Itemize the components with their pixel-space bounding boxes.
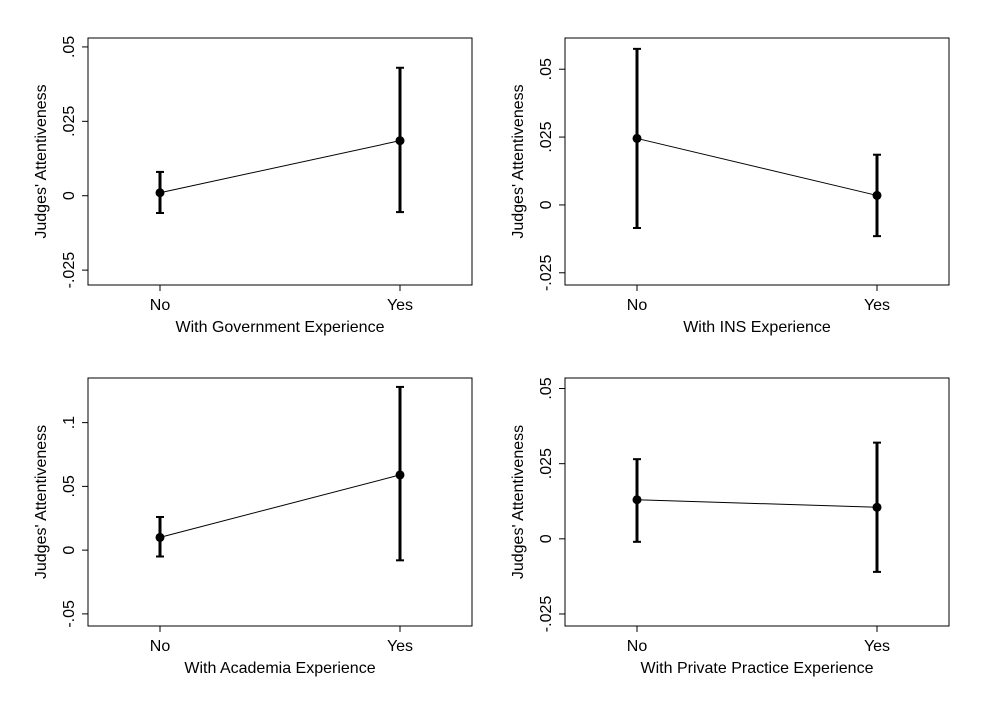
x-axis-title: With Government Experience (176, 319, 385, 336)
y-tick-label: 0 (61, 546, 78, 555)
x-tick-label: Yes (387, 638, 413, 655)
x-axis-title: With Academia Experience (184, 660, 375, 677)
x-tick-label: Yes (387, 297, 413, 314)
data-point (395, 470, 405, 480)
y-tick-label: .05 (61, 475, 78, 497)
x-axis-title: With Private Practice Experience (641, 660, 874, 677)
panel-3: -.05 0 .05 .1 No Yes With Academia Experience J… (33, 377, 473, 677)
data-point (872, 190, 882, 200)
data-point (632, 133, 642, 143)
y-axis-title: Judges' Attentiveness (510, 425, 527, 579)
y-tick-label: .025 (61, 106, 78, 137)
y-tick-label: -.025 (61, 252, 78, 289)
x-axis-title: With INS Experience (683, 319, 831, 336)
y-tick-label: .025 (538, 121, 555, 152)
series-line (159, 474, 401, 538)
panel-4: -.025 0 .025 .05 No Yes With Private Practice … (510, 377, 950, 677)
x-tick-label: No (627, 297, 648, 314)
y-tick-label: -.05 (61, 600, 78, 628)
y-tick-label: .05 (538, 377, 555, 399)
data-point (155, 188, 165, 198)
panel-2: -.025 0 .025 .05 No Yes With INS Experience Jud… (510, 37, 950, 336)
y-tick-label: -.025 (538, 596, 555, 633)
series-line (636, 499, 878, 508)
x-tick-label: Yes (864, 638, 890, 655)
data-point (872, 502, 882, 512)
y-tick-label: .05 (61, 36, 78, 58)
y-tick-label: .05 (538, 58, 555, 80)
x-tick-label: No (150, 297, 171, 314)
y-tick-label: .025 (538, 448, 555, 479)
data-point (395, 136, 405, 146)
y-tick-label: 0 (538, 200, 555, 209)
x-tick-label: No (627, 638, 648, 655)
data-point (155, 532, 165, 542)
plot-frame (87, 377, 473, 627)
y-axis-title: Judges' Attentiveness (33, 425, 50, 579)
series-line (636, 137, 878, 196)
y-axis-title: Judges' Attentiveness (510, 84, 527, 238)
y-tick-label: 0 (61, 191, 78, 200)
series-line (159, 140, 401, 194)
y-tick-label: -.025 (538, 254, 555, 291)
y-tick-label: .1 (61, 416, 78, 429)
plot-frame (564, 377, 950, 627)
x-tick-label: Yes (864, 297, 890, 314)
plot-frame (87, 37, 473, 286)
y-tick-label: 0 (538, 534, 555, 543)
y-axis-title: Judges' Attentiveness (33, 84, 50, 238)
plot-frame (564, 37, 950, 286)
x-tick-label: No (150, 638, 171, 655)
data-point (632, 495, 642, 505)
